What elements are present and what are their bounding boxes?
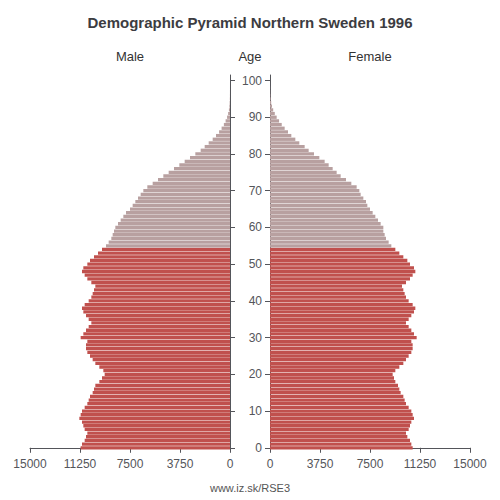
svg-text:0: 0	[227, 457, 234, 471]
svg-text:100: 100	[242, 74, 262, 88]
svg-text:90: 90	[249, 110, 263, 124]
svg-text:11250: 11250	[404, 457, 437, 471]
svg-text:Female: Female	[348, 49, 391, 64]
svg-text:www.iz.sk/RSE3: www.iz.sk/RSE3	[209, 482, 290, 494]
svg-text:Male: Male	[116, 49, 144, 64]
svg-text:Demographic Pyramid Northern S: Demographic Pyramid Northern Sweden 1996	[87, 14, 412, 31]
svg-text:20: 20	[249, 367, 263, 381]
svg-text:Age: Age	[238, 49, 261, 64]
svg-text:80: 80	[249, 147, 263, 161]
svg-text:15000: 15000	[13, 457, 47, 471]
svg-text:3750: 3750	[167, 457, 194, 471]
svg-text:0: 0	[267, 457, 274, 471]
svg-text:30: 30	[249, 331, 263, 345]
svg-text:50: 50	[249, 257, 263, 271]
svg-text:40: 40	[249, 294, 263, 308]
svg-text:7500: 7500	[357, 457, 384, 471]
svg-text:70: 70	[249, 184, 263, 198]
svg-text:7500: 7500	[117, 457, 144, 471]
svg-text:15000: 15000	[453, 457, 487, 471]
svg-text:11250: 11250	[64, 457, 97, 471]
svg-text:10: 10	[249, 404, 263, 418]
svg-text:3750: 3750	[307, 457, 334, 471]
svg-text:60: 60	[249, 220, 263, 234]
svg-text:0: 0	[255, 441, 262, 455]
